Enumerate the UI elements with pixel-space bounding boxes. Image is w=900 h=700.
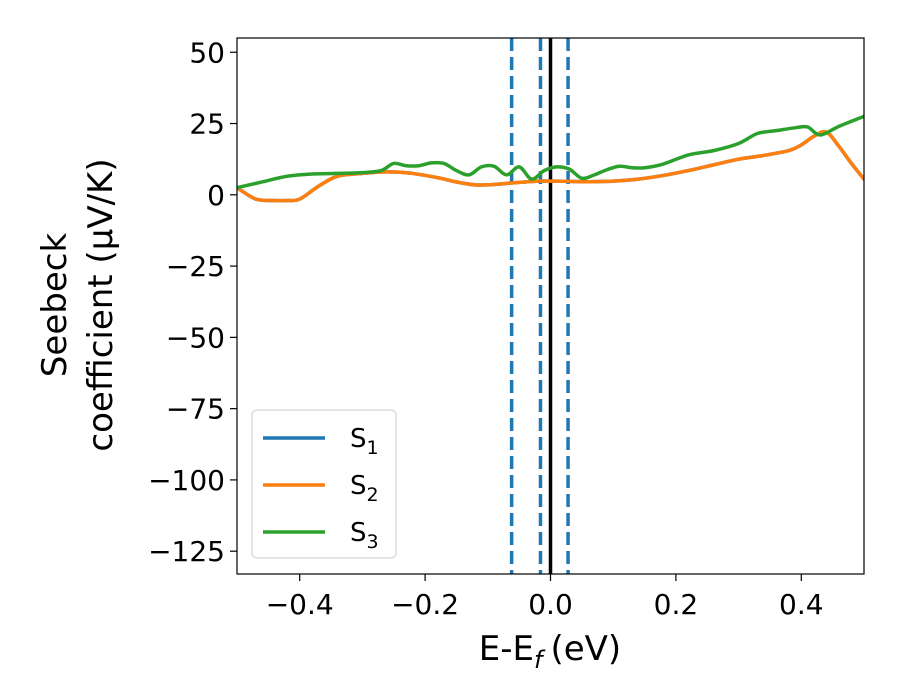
x-tick-label: 0.0 <box>528 588 573 621</box>
y-axis-title-line1: Seebeck <box>35 233 75 378</box>
x-axis-title-sub: f <box>534 646 546 674</box>
x-axis-title-main: E-E <box>479 629 534 669</box>
y-tick-label: −25 <box>166 250 225 283</box>
x-axis: −0.4 −0.2 0.0 0.2 0.4 <box>266 574 824 621</box>
legend: S1 S2 S3 <box>251 409 397 559</box>
y-tick-label: 25 <box>189 108 225 141</box>
y-tick-label: −50 <box>166 321 225 354</box>
x-tick-label: 0.4 <box>779 588 824 621</box>
x-axis-title: E-Ef (eV) <box>479 629 621 674</box>
y-tick-label: −75 <box>166 393 225 426</box>
x-axis-title-unit: (eV) <box>550 629 621 669</box>
series-lines <box>237 114 864 203</box>
y-tick-label: −125 <box>148 535 225 568</box>
y-axis-title-line2: coefficient (μV/K) <box>81 158 121 451</box>
y-axis: 50 25 0 −25 −50 −75 −100 −125 <box>148 36 237 568</box>
legend-label-S1: S1 <box>350 424 379 459</box>
y-tick-label: −100 <box>148 464 225 497</box>
x-tick-label: 0.2 <box>654 588 699 621</box>
x-tick-label: −0.2 <box>391 588 459 621</box>
y-tick-label: 0 <box>207 179 225 212</box>
y-tick-label: 50 <box>189 36 225 69</box>
legend-label-S2: S2 <box>350 471 379 506</box>
x-tick-label: −0.4 <box>266 588 334 621</box>
series-line-S3 <box>237 114 864 190</box>
reference-lines <box>509 38 570 574</box>
y-axis-title: Seebeck coefficient (μV/K) <box>35 158 121 451</box>
series-line-S2 <box>237 129 864 203</box>
legend-label-S3: S3 <box>350 518 379 553</box>
